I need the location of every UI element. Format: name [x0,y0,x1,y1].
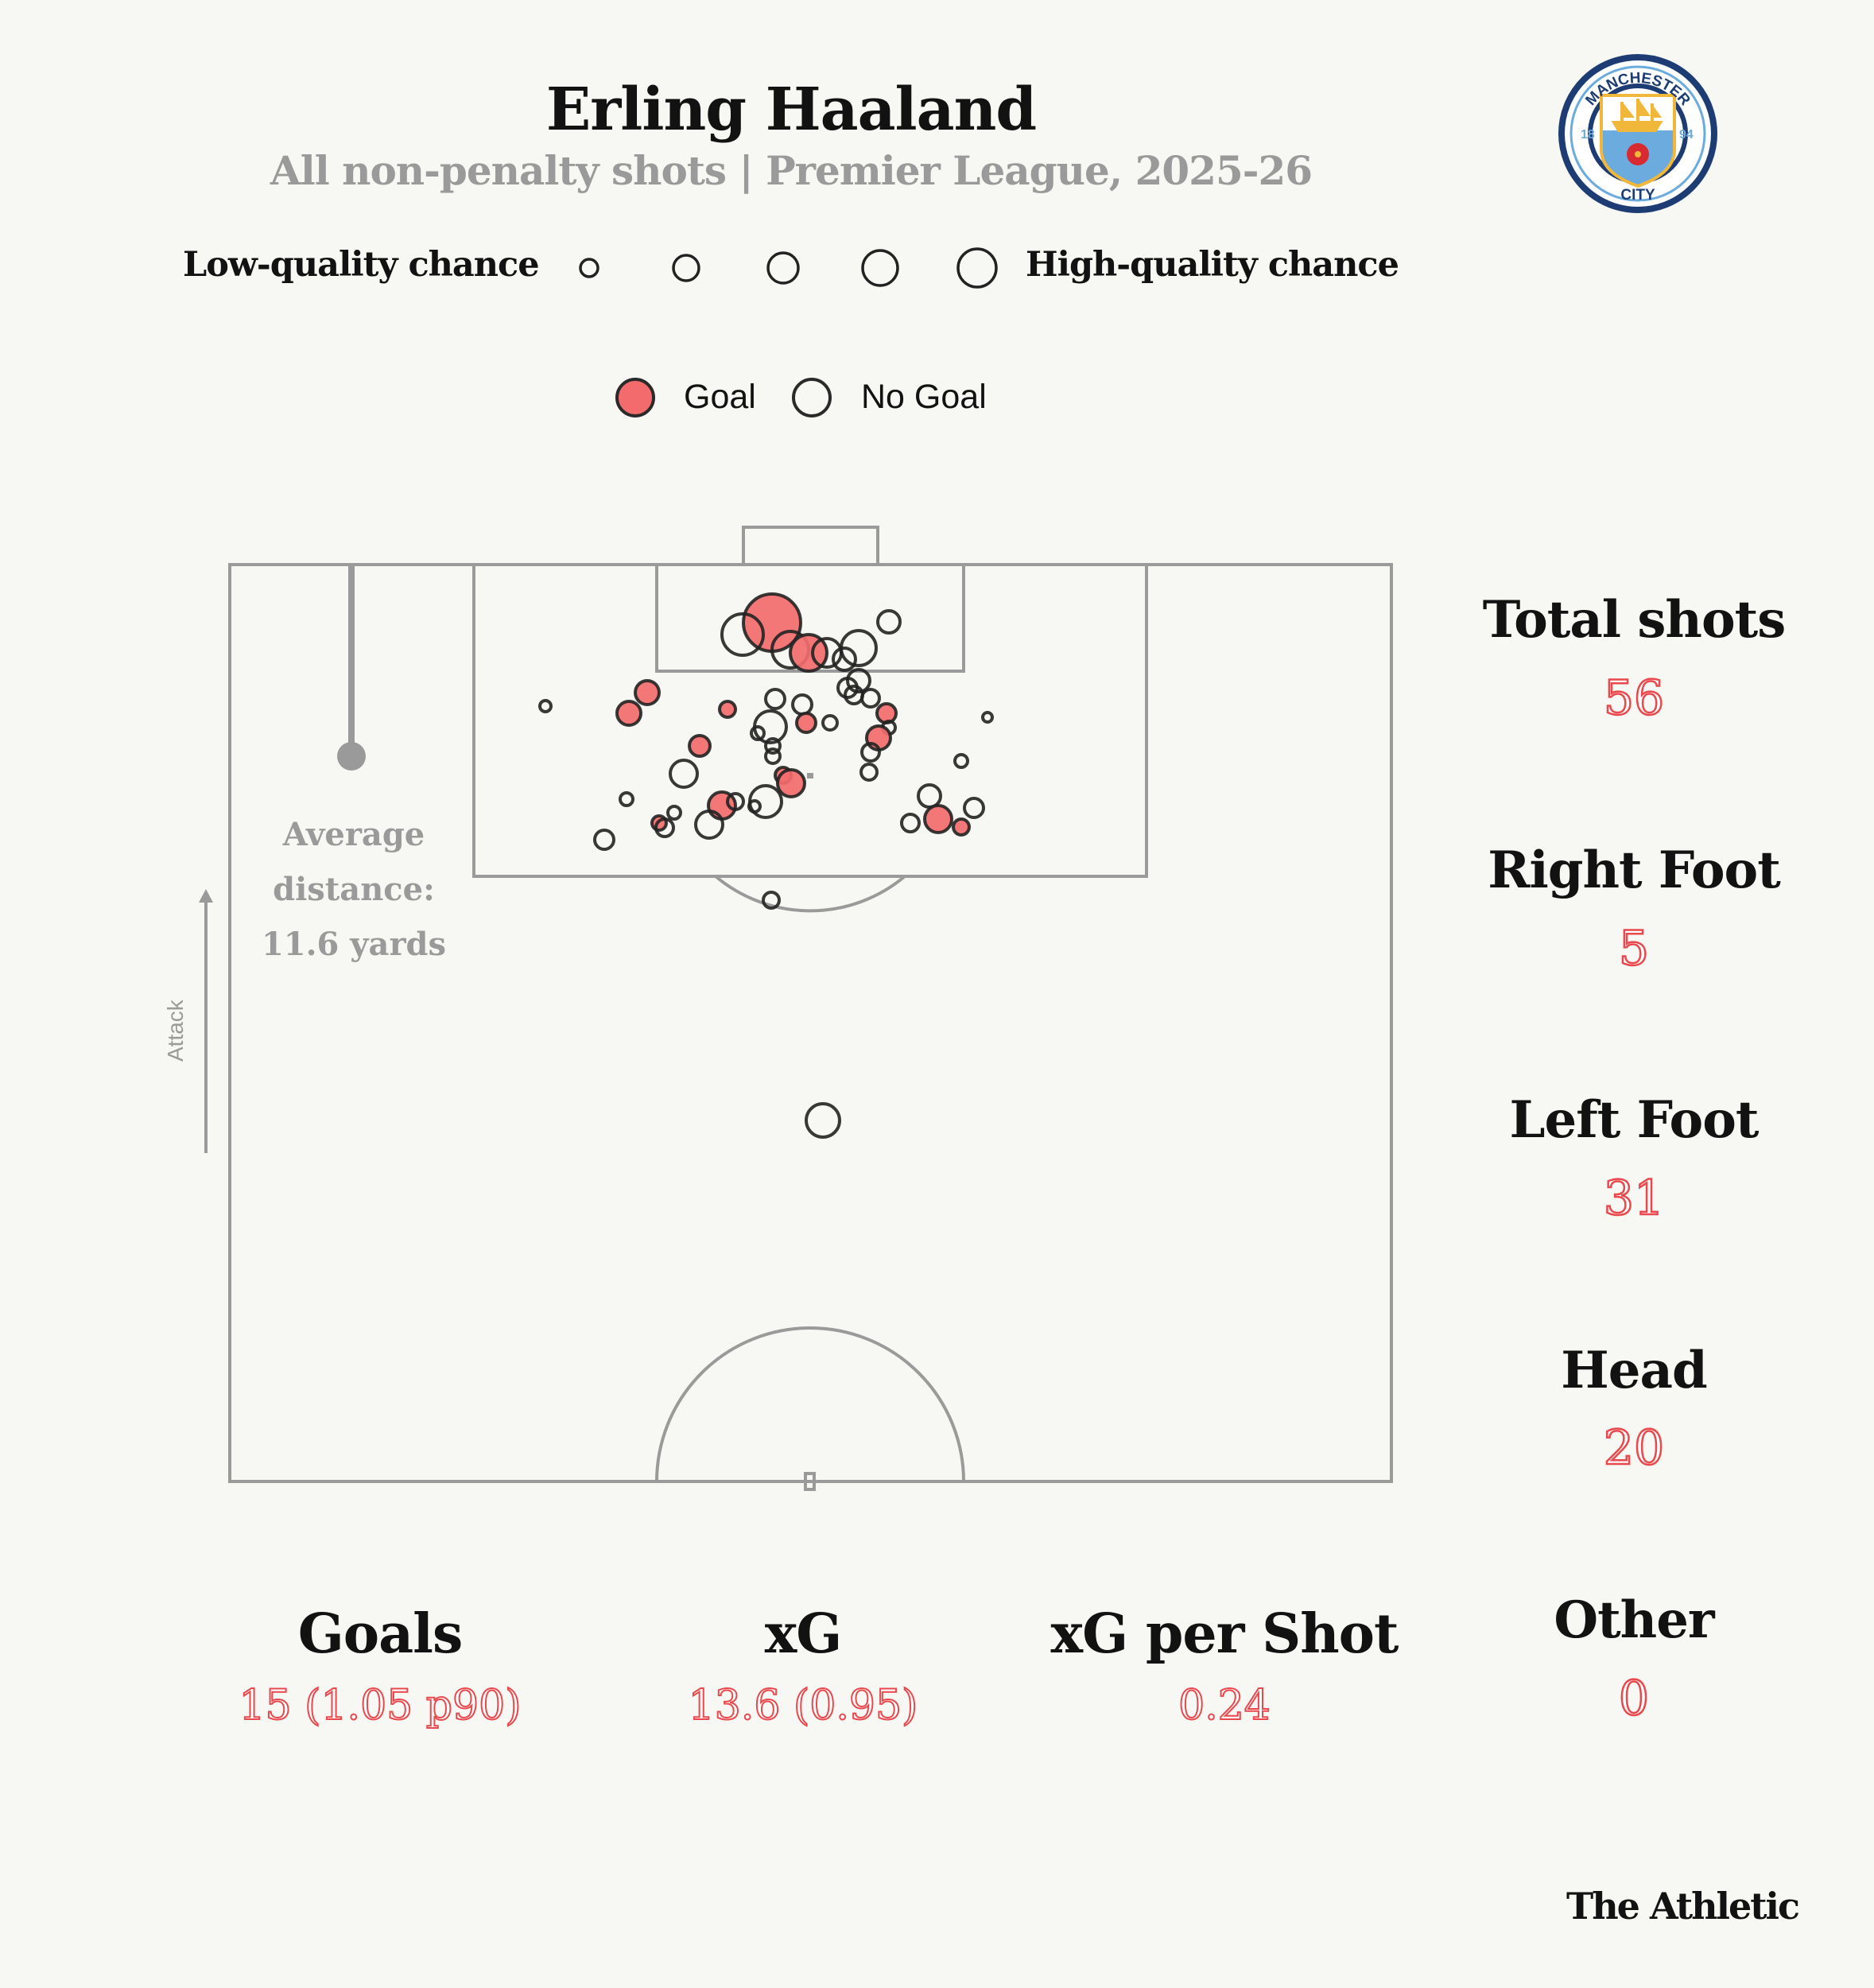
average-distance-marker [337,742,366,771]
shot-no-goal-marker [981,711,994,724]
shot-goal-marker [875,702,898,724]
shot-no-goal-marker [764,688,786,710]
legend-goal-label: Goal [684,378,756,416]
stat-total-shots-label: Total shots [1482,590,1786,650]
page-title: Erling Haaland [545,76,1037,144]
xg-per-shot-label: xG per Shot [1050,1602,1399,1666]
xg-value: 13.6 (0.95) [688,1681,919,1730]
shot-goal-marker [923,804,953,834]
shot-markers [538,592,994,1139]
goals-label: Goals [297,1602,464,1666]
page-subtitle: All non-penalty shots | Premier League, … [270,147,1313,194]
stat-left-foot-label: Left Foot [1509,1090,1760,1150]
shot-no-goal-marker [694,810,724,840]
shot-no-goal-marker [666,805,682,821]
shot-no-goal-marker [654,817,675,838]
avg-line2: distance: [273,871,435,908]
attack-label: Attack [163,1000,188,1062]
shot-no-goal-marker [917,783,942,809]
shot-no-goal-marker [840,629,878,667]
goals-value: 15 (1.05 p90) [238,1681,522,1730]
shot-goal-marker [952,817,971,837]
legend-no-goal-label: No Goal [861,378,987,416]
shot-no-goal-marker [764,747,782,765]
xg-per-shot-value: 0.24 [1178,1681,1271,1730]
size-legend-low-label: Low-quality chance [183,245,540,285]
shot-no-goal-marker [538,699,553,713]
shot-goal-marker [615,700,642,727]
shot-goal-marker [688,734,712,758]
shot-no-goal-marker [593,829,615,851]
stat-total-shots-value: 56 [1603,670,1666,728]
stat-other-value: 0 [1618,1670,1651,1728]
shot-no-goal-marker [821,714,839,732]
stat-head-value: 20 [1603,1419,1666,1477]
shot-no-goal-marker [750,725,766,741]
stat-head-label: Head [1561,1341,1707,1400]
shot-no-goal-marker [726,792,745,811]
shot-goal-marker [718,700,737,719]
shot-no-goal-marker [860,742,881,763]
shot-no-goal-marker [747,799,762,813]
stat-right-foot-value: 5 [1618,920,1651,978]
xg-label: xG [764,1602,843,1666]
shot-no-goal-marker [963,797,985,819]
avg-line1: Average [282,816,425,853]
shot-no-goal-marker [762,891,781,910]
stat-other-label: Other [1554,1590,1714,1650]
shot-goal-marker [634,679,661,706]
shot-no-goal-marker [720,612,765,657]
average-distance-label: Average distance: 11.6 yards [239,807,469,972]
shot-no-goal-marker [953,753,969,769]
shot-no-goal-marker [764,737,782,755]
stat-left-foot-value: 31 [1603,1170,1666,1228]
shot-no-goal-marker [619,791,634,807]
shot-no-goal-marker [791,693,813,716]
shot-no-goal-marker [859,763,879,782]
shot-no-goal-marker [832,646,857,672]
shot-goal-marker [776,768,806,798]
size-legend-high-label: High-quality chance [1026,245,1399,285]
stat-right-foot-label: Right Foot [1488,841,1781,900]
shot-no-goal-marker [876,609,902,635]
shot-no-goal-marker [805,1102,841,1139]
avg-line3: 11.6 yards [261,926,447,963]
shot-no-goal-marker [669,759,699,789]
shot-no-goal-marker [846,668,871,693]
shot-no-goal-marker [900,813,921,833]
shot-goal-marker [795,712,817,734]
the-athletic-logo: The Athletic [1566,1885,1800,1928]
shot-no-goal-marker [860,688,881,709]
